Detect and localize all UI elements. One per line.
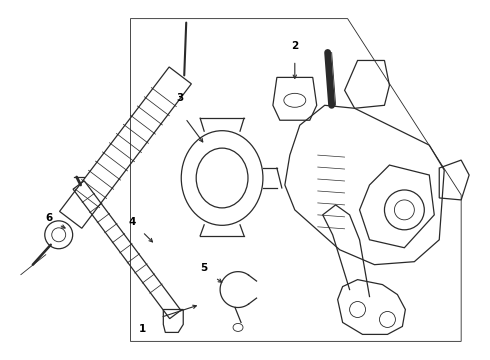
Text: 1: 1 (139, 324, 146, 334)
Text: 4: 4 (129, 217, 136, 227)
Text: 3: 3 (176, 93, 184, 103)
Text: 5: 5 (200, 263, 208, 273)
Text: 2: 2 (291, 41, 298, 50)
Text: 6: 6 (45, 213, 52, 223)
